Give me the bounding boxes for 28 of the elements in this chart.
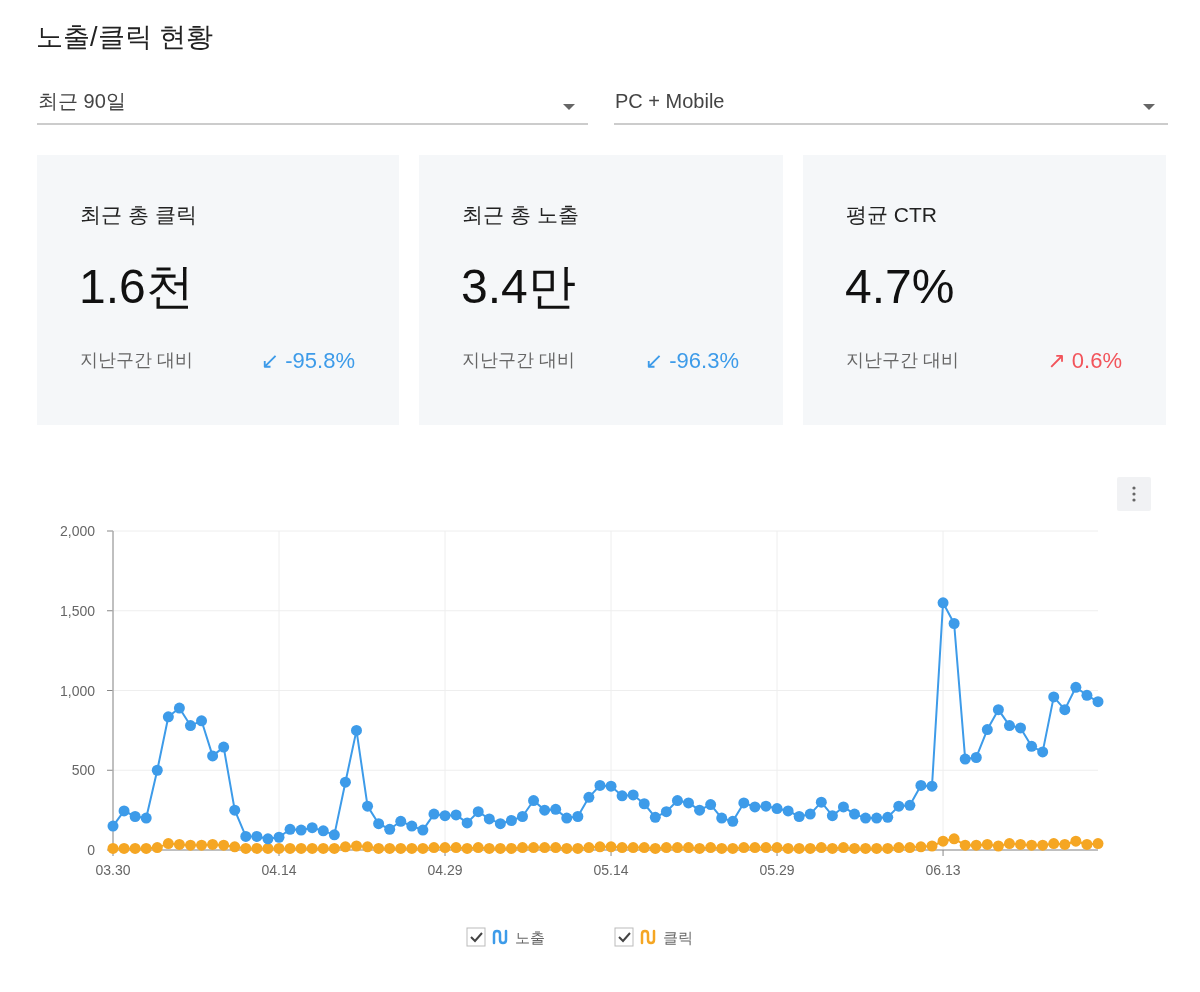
- text: ↙ -96.3%: [644, 348, 739, 373]
- chart-title: 노출/클릭 현황: [36, 22, 214, 52]
- y-tick-label: 500: [71, 762, 96, 779]
- text: 4.7%: [845, 260, 955, 313]
- text: 지난구간 대비: [80, 350, 194, 370]
- legend-label: 클릭: [663, 929, 693, 946]
- text: PC + Mobile: [615, 90, 725, 112]
- x-tick-label: 05.29: [759, 862, 795, 878]
- text: 최근 총 클릭: [80, 203, 197, 226]
- text: ↗ 0.6%: [1047, 348, 1122, 373]
- y-tick-label: 1,500: [59, 602, 96, 619]
- x-tick-label: 06.13: [925, 862, 961, 878]
- text: 최근 90일: [38, 90, 126, 112]
- text: 3.4만: [461, 260, 576, 313]
- text: 1.6천: [79, 260, 194, 313]
- legend-label: 노출: [515, 929, 545, 946]
- text: 평균 CTR: [846, 203, 937, 226]
- x-tick-label: 05.14: [593, 862, 629, 878]
- x-tick-label: 04.29: [427, 862, 463, 878]
- y-tick-label: 1,000: [59, 682, 96, 699]
- x-tick-label: 04.14: [261, 862, 297, 878]
- x-tick-label: 03.30: [95, 862, 131, 878]
- text: 지난구간 대비: [846, 350, 960, 370]
- text: 지난구간 대비: [462, 350, 576, 370]
- y-tick-label: 2,000: [59, 523, 96, 539]
- text: 최근 총 노출: [462, 203, 579, 226]
- text: ↙ -95.8%: [260, 348, 355, 373]
- y-tick-label: 0: [87, 842, 96, 858]
